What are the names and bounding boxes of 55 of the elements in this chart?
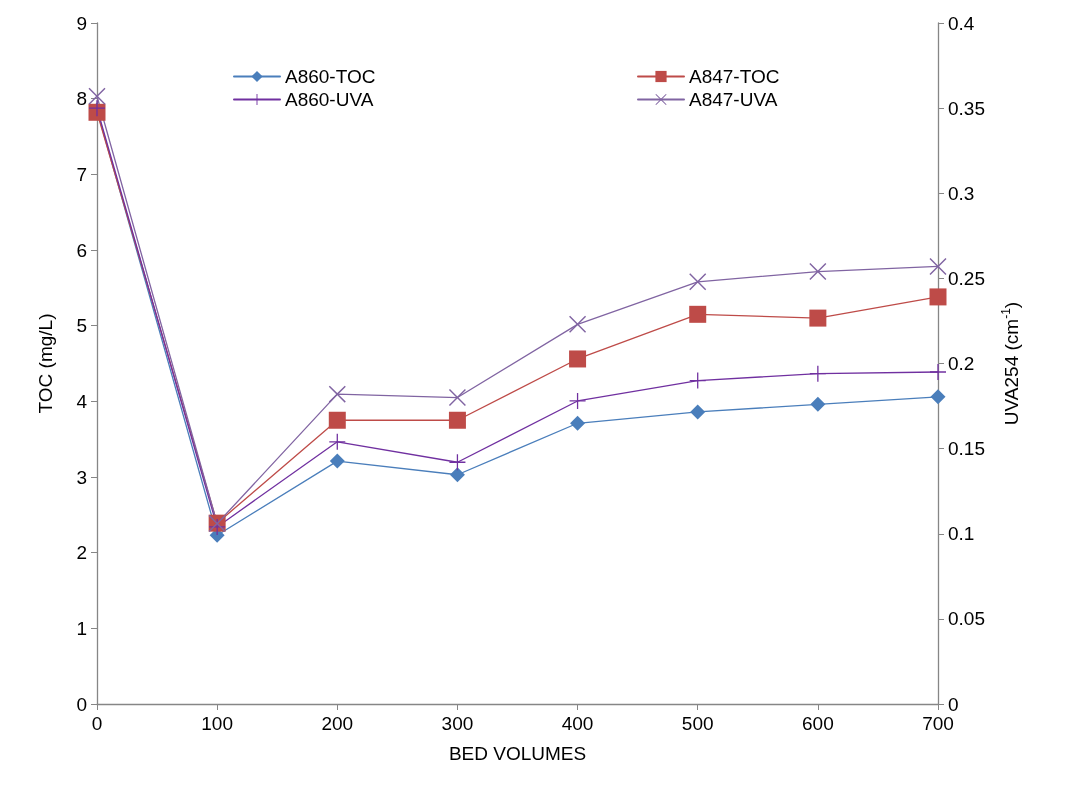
y2-tick-label: 0.3	[948, 182, 975, 204]
x-tick-label: 100	[201, 713, 233, 734]
y-axis-title: TOC (mg/L)	[35, 313, 56, 414]
x-tick-label: 500	[681, 713, 714, 734]
point	[689, 305, 707, 323]
x-tick-label: 0	[91, 713, 103, 734]
x-tick-label: 600	[802, 713, 834, 734]
point	[570, 415, 586, 431]
point	[810, 396, 826, 412]
y-tick-label: 4	[76, 390, 88, 412]
y-tick-label: 6	[76, 239, 87, 261]
y-tick-label: 9	[76, 12, 87, 34]
point	[929, 288, 947, 306]
y-tick-label: 0	[76, 693, 87, 715]
legend-label: A860-UVA	[285, 89, 374, 110]
legend-label: A847-UVA	[689, 89, 778, 110]
y-tick-label: 1	[76, 617, 87, 639]
y2-axis-title: UVA254 (cm-1)	[999, 301, 1022, 426]
point	[329, 453, 345, 469]
x-tick-label: 400	[561, 713, 594, 734]
x-tick-label: 700	[922, 713, 954, 734]
y-tick-label: 5	[76, 315, 87, 337]
point	[809, 263, 827, 281]
point	[328, 385, 346, 403]
y2-tick-label: 0.2	[948, 353, 975, 374]
y2-tick-label: 0	[948, 693, 959, 715]
point	[929, 257, 947, 275]
point	[328, 411, 346, 429]
x-axis-title: BED VOLUMES	[448, 743, 587, 764]
point	[448, 411, 466, 429]
y-tick-label: 3	[76, 466, 87, 488]
x-tick-label: 200	[321, 713, 354, 734]
point	[690, 404, 706, 420]
y2-tick-label: 0.35	[948, 97, 985, 119]
point	[569, 392, 586, 409]
point	[930, 389, 946, 405]
y2-tick-label: 0.4	[948, 12, 975, 34]
point	[569, 315, 587, 333]
legend-label: A860-TOC	[285, 66, 376, 87]
point	[809, 309, 827, 327]
y2-tick-label: 0.15	[948, 438, 985, 460]
y2-tick-label: 0.1	[948, 523, 975, 545]
point	[88, 87, 106, 105]
point	[689, 273, 707, 291]
y-tick-label: 2	[76, 542, 87, 564]
x-tick-label: 300	[441, 713, 474, 734]
point	[930, 364, 946, 381]
y2-tick-label: 0.05	[948, 608, 985, 630]
y-tick-label: 7	[76, 163, 87, 185]
legend-label: A847-TOC	[689, 66, 780, 87]
point	[569, 350, 587, 368]
y2-tick-label: 0.25	[948, 267, 985, 289]
point	[448, 389, 466, 407]
y-tick-label: 8	[76, 88, 87, 110]
point	[449, 467, 465, 483]
